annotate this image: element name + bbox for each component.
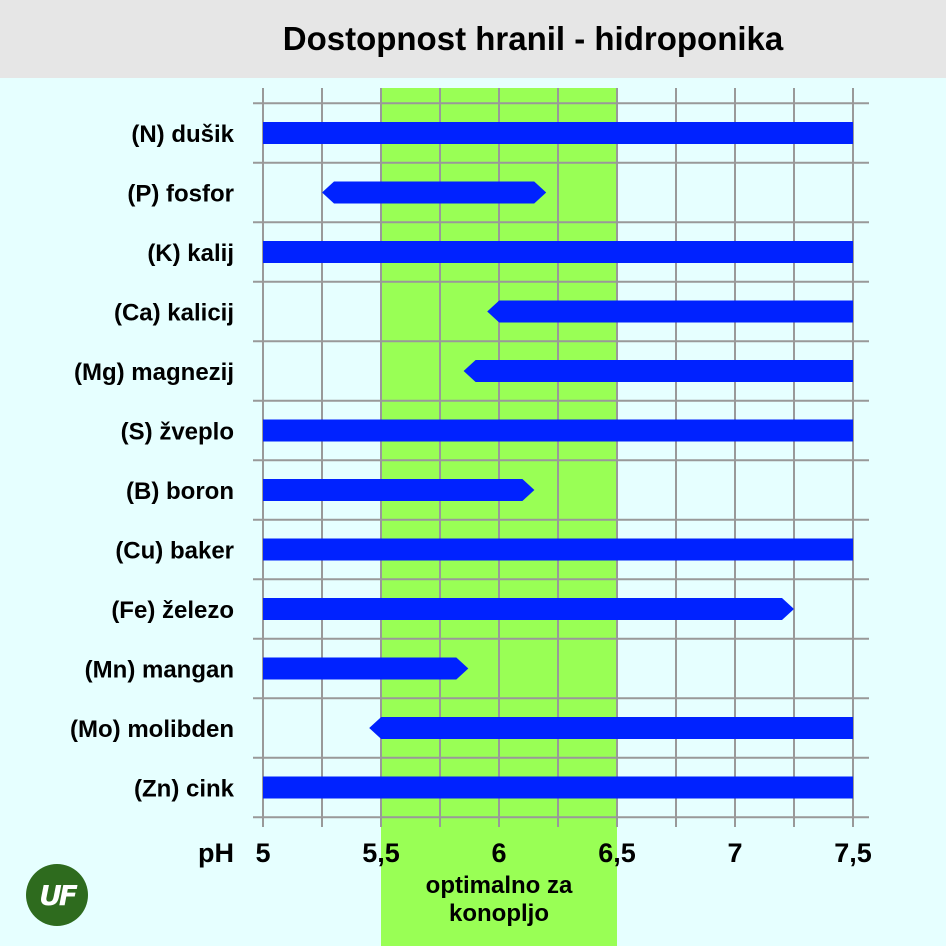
category-label: (Ca) kalicij xyxy=(114,300,234,327)
bar-10 xyxy=(369,717,853,739)
x-tick-label: 6,5 xyxy=(598,838,636,868)
bar-4 xyxy=(463,360,853,382)
bar-8 xyxy=(263,598,794,620)
page-title: Dostopnost hranil - hidroponika xyxy=(282,20,784,57)
category-label: (K) kalij xyxy=(147,240,234,267)
bar-11 xyxy=(263,776,853,799)
bar-6 xyxy=(263,479,535,501)
category-label: (Mg) magnezij xyxy=(74,359,234,386)
x-tick-label: 7 xyxy=(727,838,742,868)
x-tick-label: 5 xyxy=(255,838,270,868)
optimal-range-note: optimalno za konopljo xyxy=(425,872,573,927)
category-label: (P) fosfor xyxy=(127,181,234,208)
category-label: (Mn) mangan xyxy=(85,657,234,684)
bar-9 xyxy=(263,657,469,680)
x-tick-label: 5,5 xyxy=(362,838,400,868)
bar-1 xyxy=(322,181,547,204)
uf-logo: UF xyxy=(26,864,88,926)
category-label: (N) dušik xyxy=(131,121,234,148)
x-tick-label: 7,5 xyxy=(834,838,872,868)
bar-2 xyxy=(263,241,853,263)
category-label: (Fe) železo xyxy=(111,597,234,624)
bar-7 xyxy=(263,538,853,561)
title-bar: Dostopnost hranil - hidroponika xyxy=(0,0,946,78)
bar-3 xyxy=(487,300,853,323)
x-tick-label: 6 xyxy=(491,838,506,868)
category-label: (B) boron xyxy=(126,478,234,505)
category-label: (Cu) baker xyxy=(115,538,234,565)
bar-0 xyxy=(263,122,853,144)
bar-5 xyxy=(263,419,853,442)
x-axis-label: pH xyxy=(198,838,234,868)
category-label: (Zn) cink xyxy=(134,776,235,803)
category-label: (S) žveplo xyxy=(121,419,234,446)
category-label: (Mo) molibden xyxy=(70,716,234,743)
logo-text: UF xyxy=(39,878,78,912)
